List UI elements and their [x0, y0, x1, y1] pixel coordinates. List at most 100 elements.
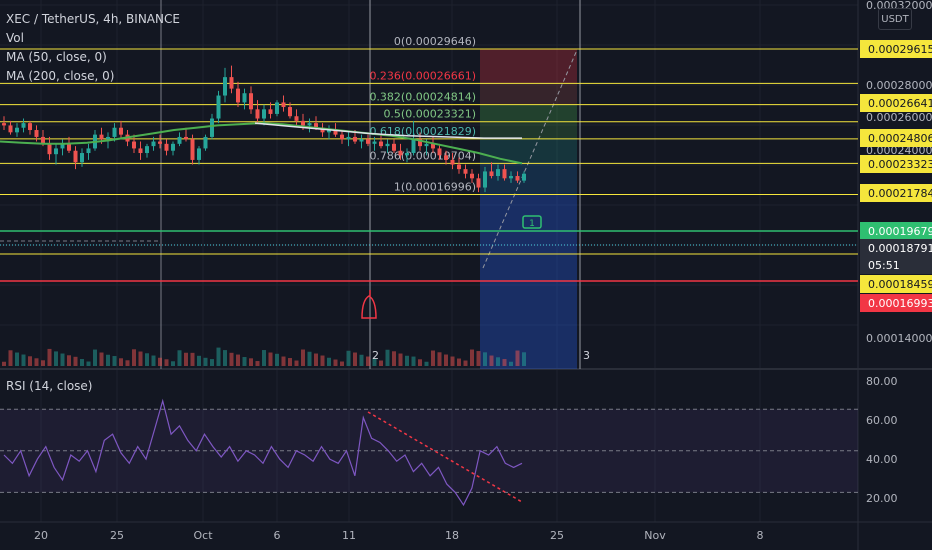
volume-bar: [320, 355, 325, 366]
candle-body: [34, 130, 39, 137]
volume-bar: [242, 357, 247, 366]
candle-body: [385, 143, 390, 147]
candle-body: [15, 127, 19, 133]
candle-body: [392, 143, 396, 151]
volume-bar: [301, 349, 305, 366]
candle-body: [151, 141, 156, 147]
ma200-legend: MA (200, close, 0): [6, 69, 115, 83]
fib-band: [480, 83, 577, 105]
candle-body: [171, 143, 175, 151]
candle-body: [281, 102, 286, 108]
price-tag-label: 05:51: [868, 259, 900, 272]
date-tick-label: 20: [34, 529, 48, 542]
candle-body: [73, 150, 78, 163]
candle-body: [515, 176, 520, 181]
volume-bar: [398, 353, 403, 366]
price-tag-label: 0.00021784: [868, 187, 932, 200]
candle-body: [457, 164, 461, 170]
vol-legend: Vol: [6, 31, 24, 45]
candle-body: [184, 136, 188, 140]
volume-bar: [502, 359, 507, 366]
price-tag: [860, 184, 932, 202]
volume-bar: [203, 357, 208, 366]
volume-bar: [431, 350, 435, 366]
date-tick-label: Nov: [644, 529, 666, 542]
volume-bar: [463, 360, 468, 366]
candle-body: [86, 148, 91, 154]
candle-body: [47, 143, 52, 155]
candle-body: [327, 130, 331, 133]
price-tag: [860, 40, 932, 58]
candle-body: [242, 93, 247, 103]
candle-body: [67, 143, 71, 151]
volume-bar: [54, 351, 58, 366]
price-tick-label: 0.00014000: [866, 332, 932, 345]
volume-bar: [47, 348, 52, 366]
volume-bar: [60, 353, 65, 366]
fib-label: 0.382(0.00024814): [369, 91, 476, 104]
currency-button[interactable]: USDT: [878, 8, 912, 30]
fib-label: 0.786(0.00019704): [369, 149, 476, 162]
candle-body: [405, 153, 409, 156]
volume-bar: [93, 349, 97, 366]
candle-body: [255, 109, 260, 119]
fib-band: [480, 163, 577, 195]
rsi-tick-label: 40.00: [866, 453, 898, 466]
volume-bar: [522, 352, 526, 366]
volume-bar: [223, 350, 227, 366]
rsi-tick-label: 20.00: [866, 492, 898, 505]
candle-body: [275, 102, 279, 114]
fib-band: [480, 49, 577, 84]
volume-bar: [106, 354, 110, 366]
volume-bar: [8, 350, 13, 366]
volume-bar: [99, 352, 104, 366]
volume-bar: [119, 358, 123, 366]
volume-bar: [262, 350, 266, 366]
date-tick-label: 25: [110, 529, 124, 542]
volume-bar: [444, 354, 448, 366]
price-tag: [860, 275, 932, 293]
candle-body: [444, 155, 448, 160]
candle-body: [431, 143, 435, 149]
volume-bar: [190, 352, 195, 366]
volume-bar: [34, 358, 39, 366]
volume-bar: [28, 356, 32, 366]
candle-body: [28, 123, 32, 131]
candle-body: [372, 141, 377, 144]
candle-body: [60, 143, 65, 149]
volume-bar: [21, 354, 26, 366]
volume-bar: [372, 358, 377, 366]
date-tick-label: 18: [445, 529, 459, 542]
candle-body: [509, 176, 513, 179]
candle-body: [424, 143, 429, 147]
candle-body: [249, 93, 253, 110]
candle-body: [411, 139, 416, 154]
candle-body: [502, 169, 507, 179]
candle-body: [8, 125, 13, 133]
candle-body: [203, 136, 208, 149]
volume-bar: [197, 355, 201, 366]
volume-bar: [86, 361, 91, 366]
candle-body: [223, 77, 227, 96]
volume-bar: [489, 355, 494, 366]
volume-bar: [15, 352, 19, 366]
volume-bar: [418, 359, 422, 366]
volume-bar: [509, 361, 513, 366]
candle-body: [476, 178, 481, 188]
price-tag-label: 0.00018459: [868, 278, 932, 291]
date-tick-label: 11: [342, 529, 356, 542]
volume-bar: [288, 358, 292, 366]
price-tag-label: 0.00019679: [868, 225, 932, 238]
fib-band: [480, 121, 577, 139]
volume-bar: [229, 352, 234, 366]
axes: 0.000320000.000300000.000280000.00026000…: [34, 0, 932, 542]
volume-bar: [138, 351, 143, 366]
volume-bar: [236, 354, 240, 366]
volume-bar: [67, 355, 71, 366]
date-tick-label: 8: [757, 529, 764, 542]
volume-bar: [385, 349, 390, 366]
volume-bar: [112, 356, 117, 366]
candle-body: [294, 116, 299, 121]
price-tag-label: 0.00026641: [868, 97, 932, 110]
